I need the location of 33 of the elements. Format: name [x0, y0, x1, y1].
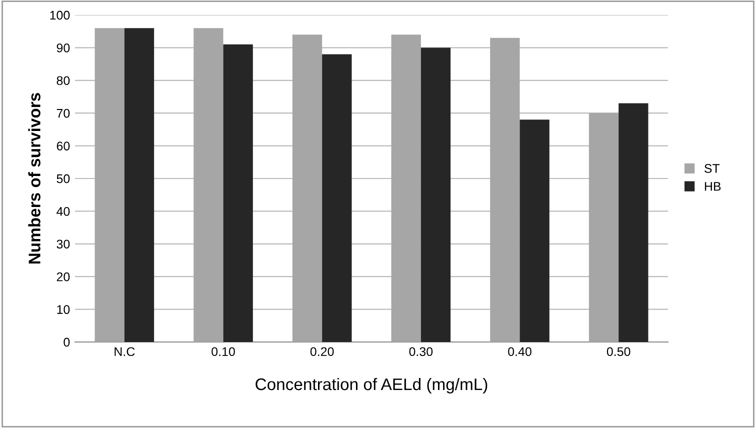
- bar: [124, 28, 154, 342]
- bar: [322, 54, 352, 342]
- bar: [194, 28, 224, 342]
- y-tick-label: 30: [56, 240, 70, 249]
- y-tick-label: 40: [56, 207, 70, 216]
- x-tick-label: 0.10: [212, 347, 235, 356]
- y-tick-label: 0: [64, 338, 70, 347]
- bar: [520, 120, 550, 342]
- x-tick-label: 0.20: [310, 347, 334, 356]
- y-tick-label: 80: [56, 76, 70, 86]
- bar: [391, 34, 421, 342]
- bar: [490, 38, 520, 342]
- y-tick-label: 70: [56, 108, 70, 118]
- x-axis-title: Concentration of AELd (mg/mL): [256, 378, 488, 394]
- y-tick-label: 90: [56, 44, 70, 52]
- y-axis-title: Numbers of survivors: [28, 93, 40, 264]
- bar: [292, 34, 322, 342]
- x-tick-label: 0.50: [606, 347, 630, 356]
- x-tick-label: N.C: [114, 347, 135, 356]
- bar: [618, 103, 648, 342]
- bar: [94, 28, 124, 342]
- x-tick-label: 0.30: [409, 347, 433, 356]
- y-tick-label: 60: [56, 142, 70, 150]
- bar: [588, 113, 619, 342]
- legend-label: ST: [704, 164, 720, 173]
- x-tick-label: 0.40: [508, 347, 532, 356]
- y-tick-label: 50: [56, 174, 70, 184]
- bar: [420, 48, 451, 342]
- legend-label: HB: [704, 182, 721, 191]
- y-tick-label: 20: [56, 272, 70, 282]
- y-tick-label: 10: [57, 305, 70, 314]
- bar: [223, 44, 253, 342]
- y-tick-label: 100: [50, 10, 70, 20]
